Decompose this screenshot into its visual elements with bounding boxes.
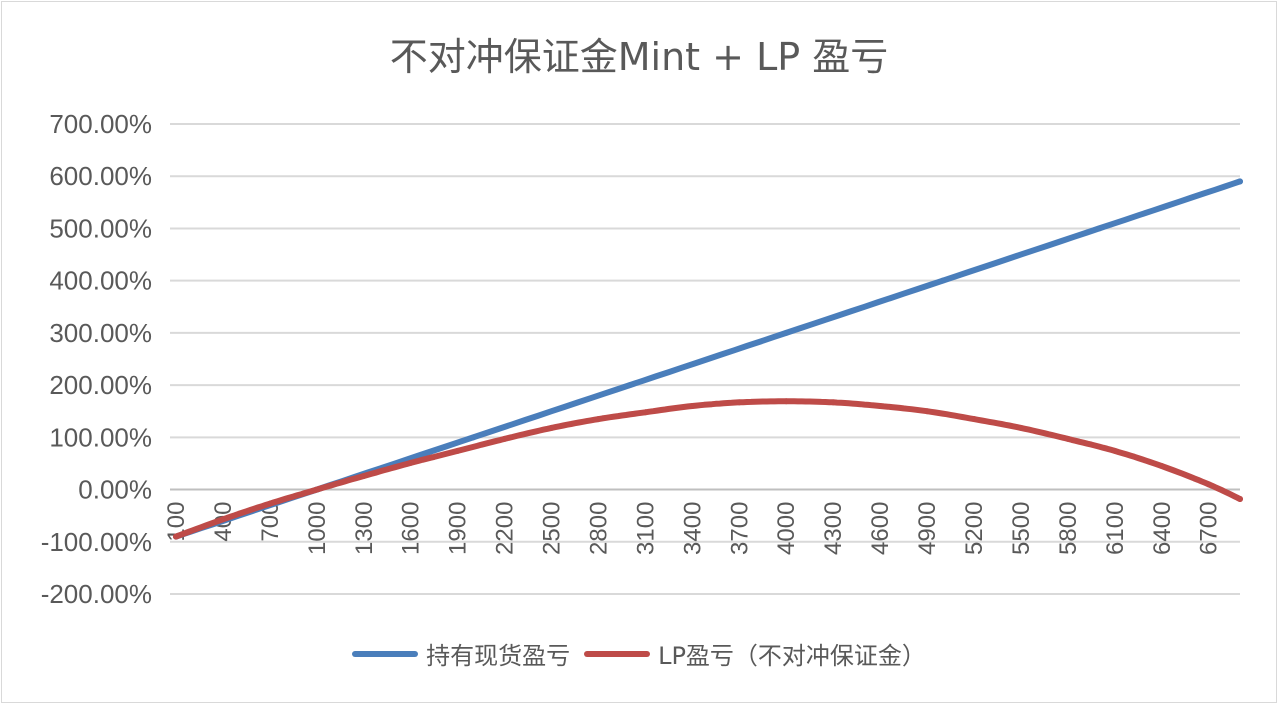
data-point — [313, 486, 320, 493]
data-point — [736, 399, 743, 406]
x-tick-label: 4600 — [867, 502, 894, 555]
legend-item-spot: 持有现货盈亏 — [352, 636, 570, 671]
x-tick-label: 1900 — [445, 502, 472, 555]
x-tick-label: 2500 — [539, 502, 566, 555]
legend-label-lp: LP盈亏（不对冲保证金） — [658, 642, 926, 670]
data-point — [1205, 481, 1212, 488]
y-tick-label: 600.00% — [49, 161, 152, 191]
data-point — [783, 329, 790, 336]
x-tick-label: 2200 — [492, 502, 519, 555]
x-tick-label: 4300 — [820, 502, 847, 555]
x-tick-label: 5200 — [961, 502, 988, 555]
data-point — [1237, 178, 1243, 185]
legend-item-lp: LP盈亏（不对冲保证金） — [584, 636, 926, 671]
x-tick-label: 6400 — [1149, 502, 1176, 555]
x-tick-label: 6100 — [1102, 502, 1129, 555]
data-point — [1064, 435, 1071, 442]
x-tick-label: 5500 — [1008, 502, 1035, 555]
data-point — [266, 500, 273, 507]
y-axis-ticks: 700.00% 600.00% 500.00% 400.00% 300.00% 200.0… — [41, 109, 152, 609]
data-point — [626, 382, 633, 389]
data-point — [877, 403, 884, 409]
data-point — [642, 409, 649, 416]
legend-swatch-lp — [584, 650, 651, 657]
data-point — [924, 408, 931, 415]
x-tick-label: 3400 — [679, 502, 706, 555]
series-line-lp — [173, 398, 1243, 540]
data-point — [783, 398, 790, 405]
y-tick-label: 300.00% — [49, 318, 152, 348]
y-tick-label: 100.00% — [49, 422, 152, 452]
data-point — [971, 416, 977, 423]
y-tick-label: 400.00% — [49, 266, 152, 296]
x-tick-label: 1600 — [398, 502, 425, 555]
data-point — [939, 277, 946, 284]
x-tick-label: 4900 — [914, 502, 941, 555]
y-tick-label: 200.00% — [49, 370, 152, 400]
x-tick-label: 4000 — [773, 502, 800, 555]
data-point — [407, 459, 414, 466]
gridlines — [170, 123, 1240, 595]
data-point — [1237, 495, 1243, 502]
x-tick-label: 1300 — [351, 502, 378, 555]
data-point — [1158, 463, 1165, 470]
data-point — [360, 472, 367, 479]
data-point — [689, 403, 696, 409]
x-tick-label: 6700 — [1196, 502, 1223, 555]
data-point — [595, 416, 602, 423]
data-point — [548, 424, 555, 431]
x-tick-label: 3100 — [632, 502, 659, 555]
data-point — [1017, 424, 1024, 431]
x-tick-label: 5800 — [1055, 502, 1082, 555]
data-point — [219, 516, 226, 523]
chart-title: 不对冲保证金Mint + LP 盈亏 — [389, 35, 889, 79]
data-point — [1111, 447, 1118, 454]
data-point — [470, 434, 477, 441]
data-point — [830, 399, 837, 406]
legend-label-spot: 持有现货盈亏 — [426, 642, 571, 670]
y-tick-label: 0.00% — [78, 475, 152, 505]
y-tick-label: 700.00% — [49, 109, 152, 139]
legend: 持有现货盈亏 LP盈亏（不对冲保证金） — [0, 636, 1278, 671]
y-tick-label: 500.00% — [49, 213, 152, 243]
x-tick-label: 1000 — [304, 502, 331, 555]
x-tick-label: 3700 — [726, 502, 753, 555]
data-point — [454, 447, 461, 454]
y-tick-label: -100.00% — [41, 527, 152, 557]
x-tick-label: 2800 — [585, 502, 612, 555]
x-axis-ticks: 1004007001000130016001900220025002800310… — [163, 502, 1223, 555]
data-point — [173, 533, 179, 540]
series-lines — [173, 178, 1243, 540]
data-point — [501, 435, 508, 442]
data-point — [1096, 225, 1103, 232]
y-tick-label: -200.00% — [41, 579, 152, 609]
legend-swatch-spot — [352, 650, 419, 657]
